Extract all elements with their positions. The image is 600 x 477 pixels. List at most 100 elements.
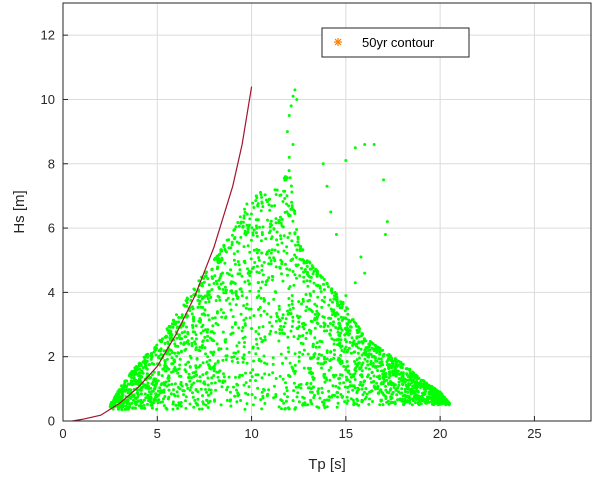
- scatter-point: [224, 354, 228, 358]
- scatter-point: [207, 283, 211, 287]
- scatter-point: [363, 379, 367, 383]
- scatter-point: [214, 279, 218, 283]
- scatter-point: [114, 399, 118, 403]
- scatter-point: [184, 370, 188, 374]
- scatter-point: [255, 264, 259, 268]
- scatter-point: [269, 219, 273, 223]
- scatter-point: [255, 196, 259, 200]
- scatter-point: [275, 230, 279, 234]
- scatter-point: [249, 270, 253, 274]
- scatter-point: [259, 398, 263, 402]
- scatter-point: [257, 289, 261, 293]
- scatter-point: [179, 382, 183, 386]
- scatter-point: [327, 389, 331, 393]
- scatter-point: [263, 335, 267, 339]
- scatter-point: [366, 363, 370, 367]
- scatter-point: [334, 373, 338, 377]
- scatter-point: [177, 403, 181, 407]
- scatter-point: [202, 380, 206, 384]
- scatter-point: [185, 301, 189, 305]
- scatter-point: [330, 395, 334, 399]
- scatter-point: [248, 274, 252, 278]
- scatter-point: [194, 388, 198, 391]
- scatter-point: [119, 405, 122, 409]
- scatter-point: [192, 319, 196, 323]
- scatter-point: [204, 300, 208, 304]
- scatter-point: [335, 295, 339, 299]
- scatter-point: [395, 370, 399, 374]
- scatter-point: [296, 337, 300, 341]
- ticks: 0 5 10 15 20 25 0 2 4 6 8 10 12: [41, 28, 542, 441]
- scatter-point: [236, 391, 240, 395]
- y-tick-label: 12: [41, 28, 55, 43]
- scatter-point: [403, 394, 407, 397]
- legend: 50yr contour: [321, 27, 470, 58]
- scatter-point: [112, 398, 116, 402]
- scatter-point: [171, 325, 175, 329]
- scatter-point: [354, 362, 358, 366]
- scatter-point: [204, 274, 208, 278]
- scatter-point: [234, 375, 237, 379]
- scatter-point: [163, 342, 167, 345]
- scatter-point: [246, 279, 250, 283]
- scatter-point: [385, 360, 389, 364]
- scatter-point: [244, 371, 247, 375]
- scatter-point: [197, 319, 201, 323]
- scatter-point: [130, 379, 134, 383]
- scatter-point: [176, 385, 180, 389]
- scatter-point: [182, 393, 186, 397]
- scatter-point: [223, 285, 227, 289]
- scatter-point: [202, 280, 206, 284]
- scatter-point: [278, 218, 281, 222]
- scatter-point: [291, 142, 295, 146]
- scatter-point: [353, 360, 356, 363]
- scatter-point: [245, 212, 249, 216]
- scatter-point: [376, 369, 380, 373]
- scatter-point: [221, 358, 225, 362]
- scatter-point: [359, 255, 363, 259]
- scatter-point: [135, 381, 139, 385]
- scatter-point: [396, 386, 400, 390]
- scatter-point: [140, 375, 144, 379]
- scatter-point: [191, 391, 194, 395]
- scatter-point: [287, 297, 291, 300]
- scatter-point: [227, 238, 231, 242]
- scatter-point: [296, 237, 300, 241]
- scatter-point: [285, 210, 289, 214]
- scatter-point: [286, 395, 289, 399]
- scatter-point: [120, 408, 124, 412]
- scatter-point: [316, 284, 320, 288]
- scatter-point: [235, 382, 239, 386]
- scatter-point: [287, 407, 291, 411]
- scatter-point: [332, 320, 335, 324]
- scatter-point: [344, 345, 348, 349]
- scatter-point: [216, 310, 219, 314]
- scatter-point: [246, 228, 250, 231]
- scatter-point: [175, 336, 179, 340]
- scatter-point: [397, 383, 401, 387]
- legend-entry-label: 50yr contour: [362, 35, 435, 50]
- scatter-point: [219, 347, 223, 351]
- scatter-point: [286, 309, 289, 313]
- scatter-point: [311, 272, 315, 276]
- scatter-point: [288, 268, 292, 272]
- x-tick-label: 5: [154, 426, 161, 441]
- scatter-point: [181, 389, 185, 393]
- scatter-point: [437, 396, 440, 399]
- scatter-point: [280, 272, 283, 276]
- scatter-point: [344, 159, 348, 163]
- scatter-point: [227, 375, 231, 379]
- scatter-point: [423, 391, 426, 395]
- scatter-point: [195, 357, 199, 360]
- scatter-point: [242, 318, 246, 322]
- scatter-point: [292, 335, 296, 339]
- scatter-point: [206, 334, 210, 338]
- scatter-point: [301, 403, 305, 407]
- scatter-point: [379, 388, 383, 392]
- scatter-point: [248, 250, 252, 254]
- scatter-point: [210, 376, 214, 380]
- scatter-point: [266, 218, 269, 222]
- scatter-point: [357, 340, 361, 344]
- scatter-point: [312, 353, 316, 357]
